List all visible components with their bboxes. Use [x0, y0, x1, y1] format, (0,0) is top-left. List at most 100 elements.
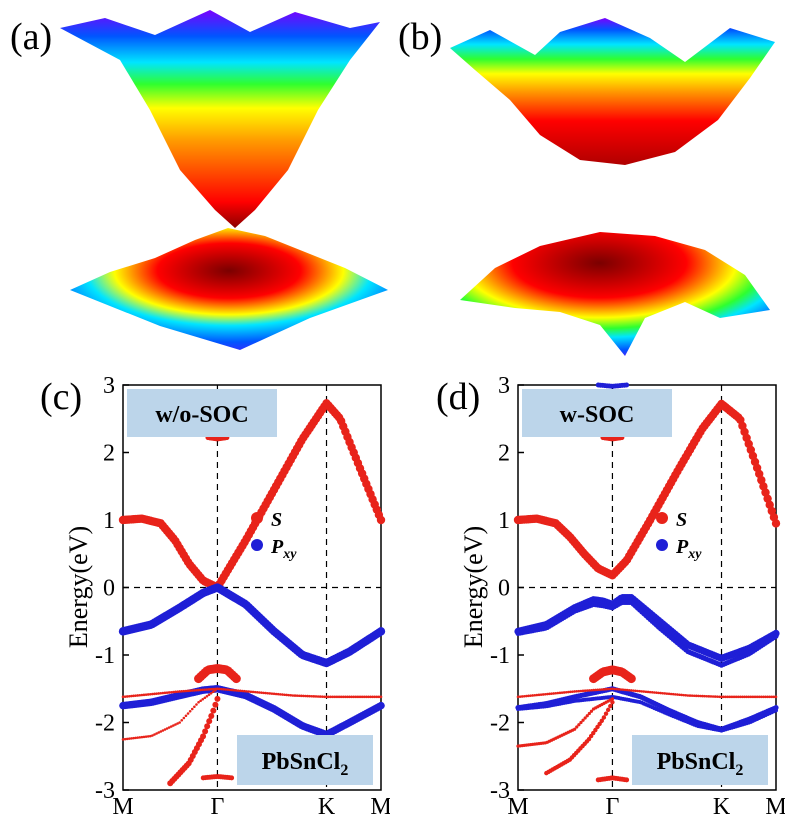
band-point [657, 691, 660, 695]
band-point [665, 692, 669, 695]
band-point [774, 708, 778, 713]
material-formula: PbSnCl [262, 749, 341, 775]
band-point [327, 695, 330, 699]
band-point [195, 688, 198, 692]
condition-box: w-SOC [522, 389, 672, 437]
band-point [127, 737, 131, 740]
band-dots [118, 399, 386, 787]
y-ticks: 3 2 1 0 -1 -2 -3 [95, 375, 129, 804]
band-point [585, 714, 589, 718]
band-point [579, 689, 583, 693]
band-point [314, 695, 318, 698]
band-point [220, 687, 223, 691]
band-point [703, 694, 706, 698]
band-point [760, 695, 763, 699]
band-point [182, 716, 186, 720]
band-point [715, 695, 719, 698]
band-point [201, 697, 205, 701]
band-point [167, 726, 171, 729]
band-point [199, 699, 202, 703]
band-point [730, 695, 734, 699]
legend-label-s: S [676, 509, 687, 531]
band-point [337, 695, 341, 699]
y-tick-label: -2 [490, 711, 510, 737]
band-point [295, 694, 299, 697]
band-point [159, 730, 163, 733]
band-point [241, 689, 244, 693]
band-point [289, 694, 293, 697]
band-point [583, 716, 587, 720]
band-point [140, 735, 144, 739]
band-point [176, 722, 179, 725]
band-point [329, 695, 332, 699]
band-point [208, 712, 215, 719]
material-box-bg [237, 735, 373, 785]
band-point [293, 694, 297, 697]
band-point [266, 691, 270, 695]
band-point [276, 692, 280, 696]
band-point [604, 687, 608, 691]
band-point [588, 689, 591, 692]
band-point [688, 694, 692, 697]
band-point [232, 688, 236, 692]
band-point [123, 737, 127, 741]
legend-label-s: S [271, 509, 282, 531]
band-point [153, 692, 156, 696]
band-point [573, 727, 577, 731]
band-point [653, 691, 656, 694]
band-point [751, 695, 755, 699]
band-point [127, 694, 131, 698]
band-point [762, 695, 765, 699]
band-point [297, 694, 301, 698]
band-point [188, 689, 192, 693]
band-point [667, 692, 671, 696]
band-point [365, 695, 368, 699]
band-point [736, 695, 740, 699]
band-point [130, 694, 133, 698]
x-tick-label: Γ [210, 794, 224, 815]
legend: S Pxy [251, 509, 297, 562]
band-point [629, 689, 633, 692]
band-point [144, 693, 148, 696]
band-point [646, 690, 650, 694]
band-point [541, 693, 545, 696]
band-point [597, 721, 602, 727]
band-point [184, 689, 188, 693]
band-point [228, 688, 232, 692]
band-dots [513, 382, 781, 783]
band-point [764, 695, 767, 699]
band-point [674, 693, 677, 696]
band-point [548, 692, 551, 696]
band-point [207, 688, 211, 691]
band-point [350, 695, 353, 699]
band-point [624, 382, 630, 388]
band-point [174, 723, 177, 726]
y-tick-label: 3 [103, 375, 115, 399]
band-point [153, 733, 156, 736]
band-point [682, 693, 686, 697]
band-point [377, 695, 381, 699]
band-point [148, 692, 152, 696]
x-tick-label: M [765, 794, 785, 815]
band-point [739, 695, 742, 699]
y-tick-label: -3 [490, 778, 510, 804]
band-point [358, 695, 362, 699]
band-point [212, 701, 219, 708]
band-point [354, 695, 358, 699]
band-point [333, 695, 337, 699]
band-point [728, 695, 732, 699]
band-point [552, 692, 555, 695]
band-point [211, 690, 215, 694]
band-point [323, 695, 326, 699]
band-point [720, 695, 723, 699]
band-point [369, 695, 372, 699]
band-point [644, 690, 648, 694]
band-point [226, 688, 230, 691]
band-point [140, 693, 144, 697]
band-point [554, 691, 558, 695]
material-box: PbSnCl2 [237, 735, 373, 785]
band-point [144, 735, 148, 738]
band-point [239, 689, 242, 693]
band-point [291, 694, 295, 697]
band-point [627, 688, 631, 692]
